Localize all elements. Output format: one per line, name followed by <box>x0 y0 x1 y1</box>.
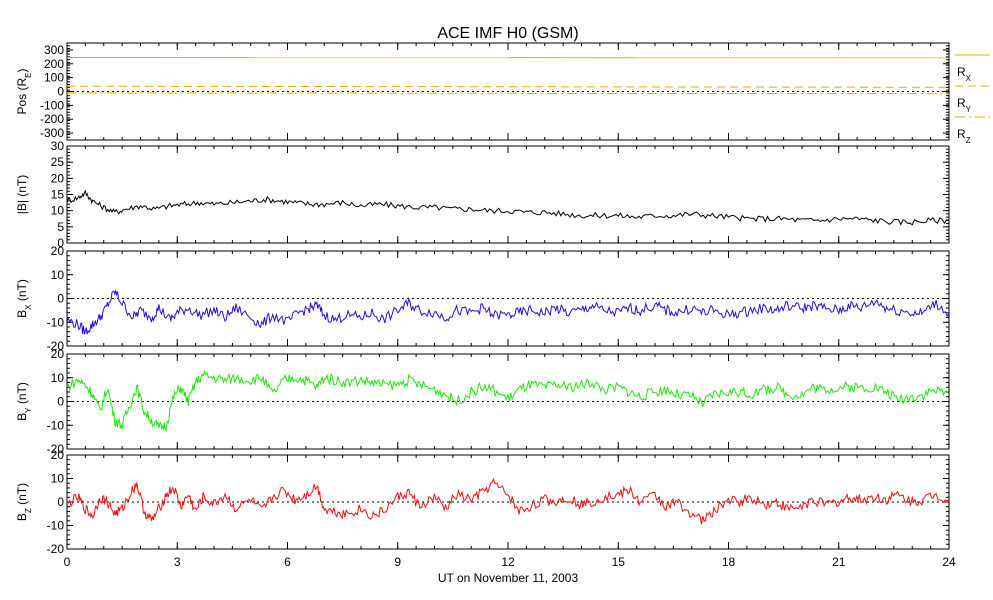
y-tick-label: 30 <box>51 139 65 153</box>
x-tick-label: 24 <box>942 555 956 569</box>
y-tick-label: 0 <box>57 85 64 99</box>
x-tick-label: 18 <box>722 555 736 569</box>
series-line-bz <box>67 477 949 525</box>
x-tick-label: 3 <box>174 555 181 569</box>
y-tick-label: 10 <box>51 204 65 218</box>
y-axis-label-subscript: E <box>24 72 33 77</box>
series-line-bx <box>67 288 949 335</box>
y-axis-label: BY (nT) <box>15 382 33 421</box>
y-tick-label: 20 <box>51 171 65 185</box>
x-axis-label: UT on November 11, 2003 <box>438 571 579 585</box>
series-line-pos-y <box>67 85 949 88</box>
panel-bx: 20 10 0 -10 -20 BX (nT) <box>15 244 950 353</box>
legend-label: RX <box>957 65 972 83</box>
y-tick-label: 10 <box>51 371 65 385</box>
y-tick-label: 200 <box>44 57 64 71</box>
y-tick-label: -10 <box>47 315 65 329</box>
y-tick-label: 10 <box>51 472 65 486</box>
y-tick-label: 20 <box>51 244 65 258</box>
x-tick-label: 9 <box>394 555 401 569</box>
series-line-by <box>67 369 949 432</box>
panel-frame <box>66 145 950 244</box>
x-tick-label: 15 <box>612 555 626 569</box>
y-tick-label: 15 <box>51 188 65 202</box>
y-tick-label: 25 <box>51 155 65 169</box>
y-axis-label-tail: (nT) <box>15 279 29 304</box>
y-axis-label-subscript: Z <box>24 508 33 513</box>
y-tick-label: -10 <box>47 519 65 533</box>
y-tick-label: -10 <box>47 418 65 432</box>
legend-label-subscript: Z <box>966 136 971 145</box>
x-tick-label: 12 <box>501 555 515 569</box>
chart-title: ACE IMF H0 (GSM) <box>437 25 578 42</box>
y-tick-label: 0 <box>57 395 64 409</box>
y-tick-label: 10 <box>51 268 65 282</box>
x-tick-label: 0 <box>64 555 71 569</box>
y-axis-label-tail: ) <box>15 68 29 72</box>
panel-bmag: 30 25 20 15 10 5 0 |B| (nT) <box>15 139 950 250</box>
y-tick-label: -20 <box>47 339 65 353</box>
y-axis-label-subscript: Y <box>24 407 33 413</box>
series-line-pos-z <box>67 92 949 95</box>
y-axis-label: BX (nT) <box>15 279 33 318</box>
y-axis-label-tail: (nT) <box>15 382 29 407</box>
y-tick-label: 20 <box>51 347 65 361</box>
y-axis-label: Pos (RE) <box>15 68 33 114</box>
y-tick-label: 20 <box>51 448 65 462</box>
panel-bz: 20 10 0 -10 -20 BZ (nT) 0 3 6 9 12 15 18 21 24 <box>15 448 956 569</box>
y-tick-label: -200 <box>40 112 64 126</box>
legend-label: RY <box>957 96 972 114</box>
y-tick-label: 0 <box>57 236 64 250</box>
y-tick-label: -100 <box>40 98 64 112</box>
y-tick-label: 300 <box>44 43 64 57</box>
legend-label: RZ <box>957 127 971 145</box>
panel-by: 20 10 0 -10 -20 BY (nT) <box>15 347 950 456</box>
y-tick-label: 100 <box>44 71 64 85</box>
y-axis-label-tail: (nT) <box>15 483 29 508</box>
legend-label-subscript: X <box>966 74 972 83</box>
y-axis-label: |B| (nT) <box>15 175 29 215</box>
y-tick-label: 0 <box>57 292 64 306</box>
x-tick-label: 6 <box>284 555 291 569</box>
y-axis-label: BZ (nT) <box>15 483 33 521</box>
x-tick-label: 21 <box>832 555 846 569</box>
legend-label-subscript: Y <box>966 105 972 114</box>
y-tick-label: 0 <box>57 495 64 509</box>
y-tick-label: -300 <box>40 126 64 140</box>
y-tick-label: 5 <box>57 220 64 234</box>
y-axis-label-subscript: X <box>24 304 33 310</box>
series-line-bmag <box>67 189 949 226</box>
y-tick-label: -20 <box>47 542 65 556</box>
y-tick-label: -20 <box>47 442 65 456</box>
